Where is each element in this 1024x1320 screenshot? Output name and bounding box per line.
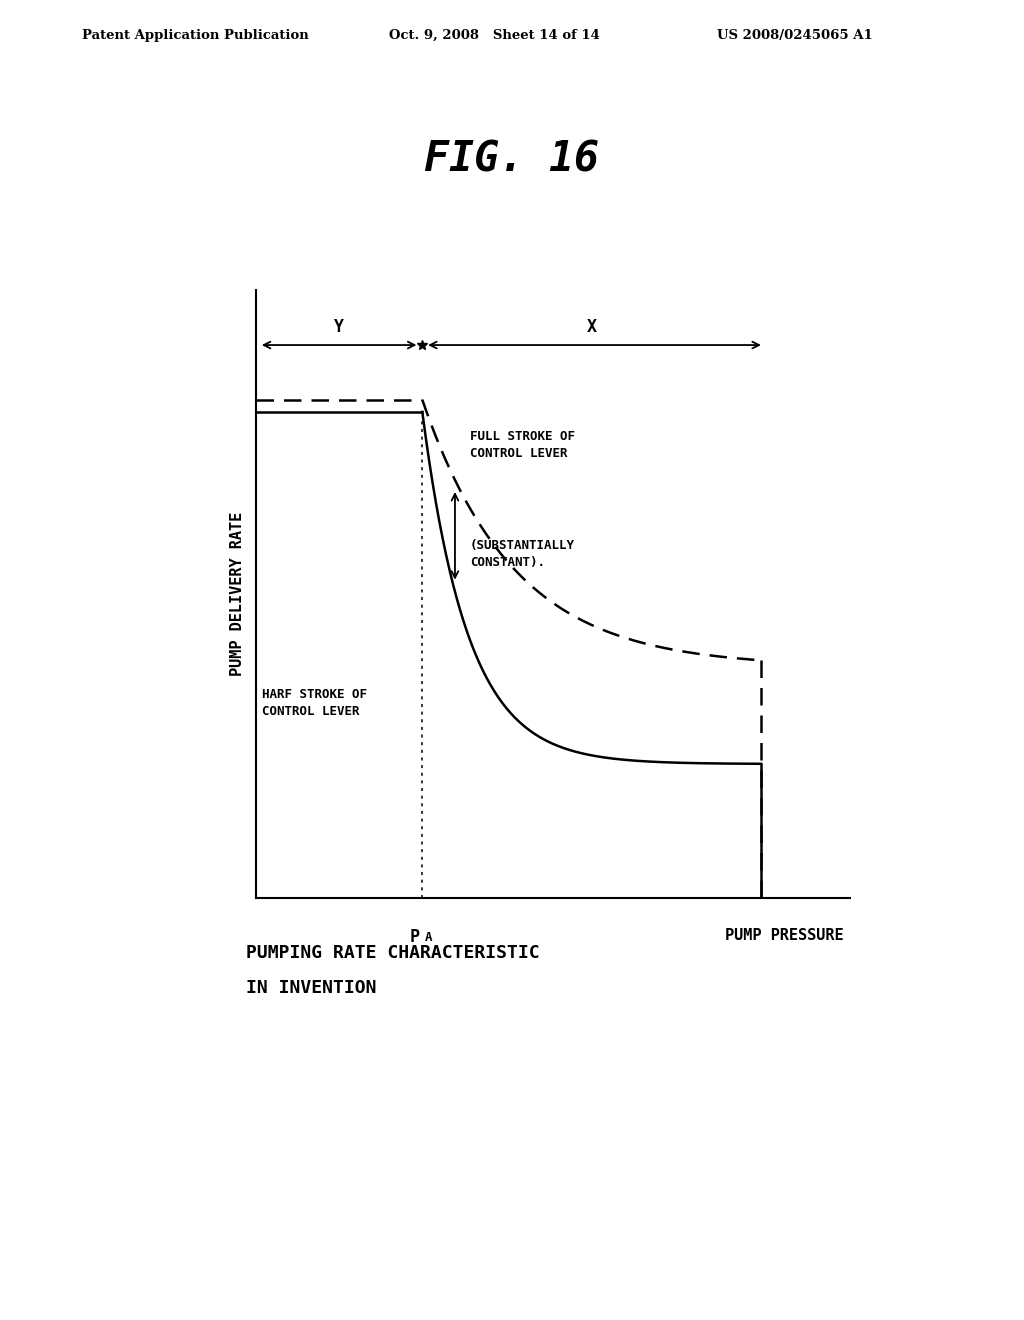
Text: FIG. 16: FIG. 16: [425, 139, 599, 181]
Text: A: A: [425, 931, 433, 944]
Text: PUMPING RATE CHARACTERISTIC: PUMPING RATE CHARACTERISTIC: [246, 944, 540, 962]
Text: P: P: [410, 928, 420, 946]
Text: Patent Application Publication: Patent Application Publication: [82, 29, 308, 42]
Text: (SUBSTANTIALLY
CONSTANT).: (SUBSTANTIALLY CONSTANT).: [470, 539, 574, 569]
Text: US 2008/0245065 A1: US 2008/0245065 A1: [717, 29, 872, 42]
Text: HARF STROKE OF
CONTROL LEVER: HARF STROKE OF CONTROL LEVER: [262, 688, 367, 718]
Y-axis label: PUMP DELIVERY RATE: PUMP DELIVERY RATE: [230, 512, 245, 676]
Text: X: X: [587, 318, 597, 335]
Text: IN INVENTION: IN INVENTION: [246, 979, 376, 998]
Text: FULL STROKE OF
CONTROL LEVER: FULL STROKE OF CONTROL LEVER: [470, 430, 574, 459]
Text: Y: Y: [334, 318, 344, 335]
Text: PUMP PRESSURE: PUMP PRESSURE: [725, 928, 844, 942]
Text: Oct. 9, 2008   Sheet 14 of 14: Oct. 9, 2008 Sheet 14 of 14: [389, 29, 600, 42]
